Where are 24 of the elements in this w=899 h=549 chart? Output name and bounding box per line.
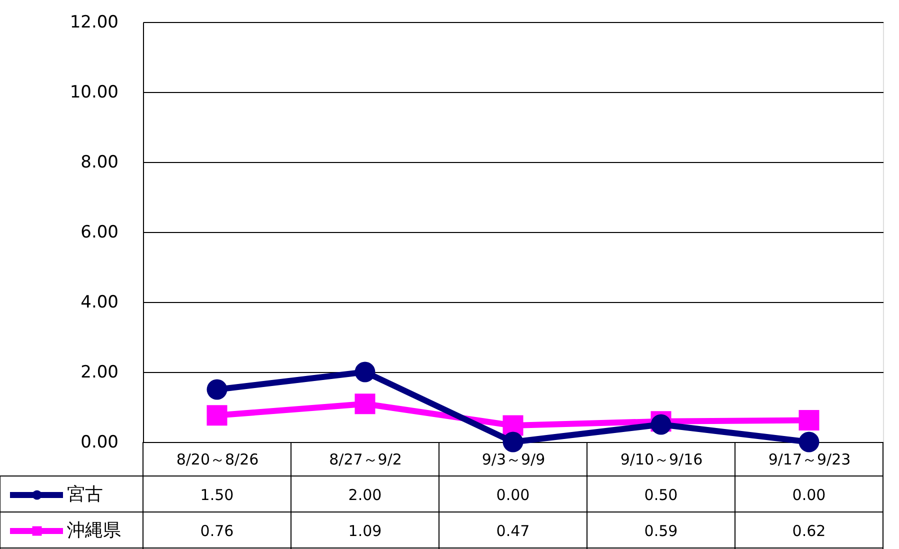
data-label: 0.59 bbox=[644, 522, 678, 540]
legend-label: 沖縄県 bbox=[67, 520, 121, 541]
data-label: 1.50 bbox=[200, 486, 234, 504]
x-tick-label: 9/10～9/16 bbox=[620, 450, 703, 468]
y-tick-label: 6.00 bbox=[80, 222, 118, 242]
x-tick-label: 8/27～9/2 bbox=[329, 450, 402, 468]
legend-label: 宮古 bbox=[67, 484, 103, 505]
data-label: 0.47 bbox=[496, 522, 530, 540]
y-tick-label: 10.00 bbox=[70, 82, 118, 102]
data-label: 0.00 bbox=[792, 486, 826, 504]
x-tick-label: 9/17～9/23 bbox=[768, 450, 851, 468]
y-tick-label: 8.00 bbox=[80, 152, 118, 172]
data-label: 0.50 bbox=[644, 486, 678, 504]
x-tick-label: 9/3～9/9 bbox=[482, 450, 546, 468]
y-tick-label: 2.00 bbox=[80, 362, 118, 382]
y-tick-label: 0.00 bbox=[80, 432, 118, 452]
x-tick-label: 8/20～8/26 bbox=[176, 450, 259, 468]
data-label: 0.00 bbox=[496, 486, 530, 504]
y-tick-label: 12.00 bbox=[70, 12, 118, 32]
data-label: 2.00 bbox=[348, 486, 382, 504]
data-label: 0.62 bbox=[792, 522, 826, 540]
data-label: 1.09 bbox=[348, 522, 382, 540]
data-label: 0.76 bbox=[200, 522, 234, 540]
y-tick-label: 4.00 bbox=[80, 292, 118, 312]
